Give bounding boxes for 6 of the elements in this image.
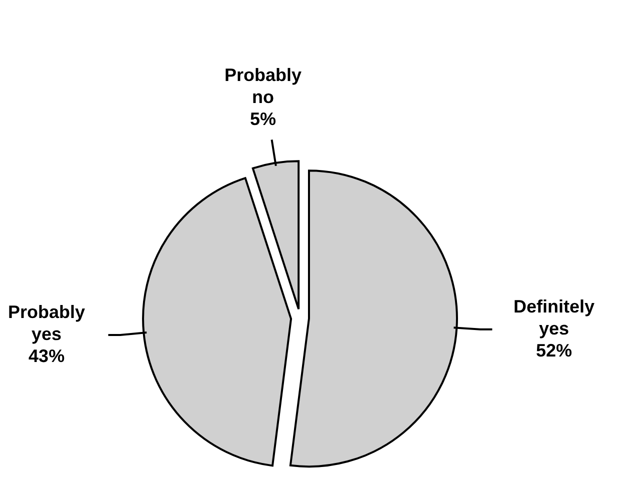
data-label: 43% (28, 346, 65, 366)
data-label: 52% (536, 340, 572, 360)
data-label: 5% (250, 109, 276, 130)
legend-label: Probably yes (8, 302, 86, 344)
slice-label: Probably no (224, 65, 302, 108)
slice-label: Definitely yes (514, 296, 595, 338)
